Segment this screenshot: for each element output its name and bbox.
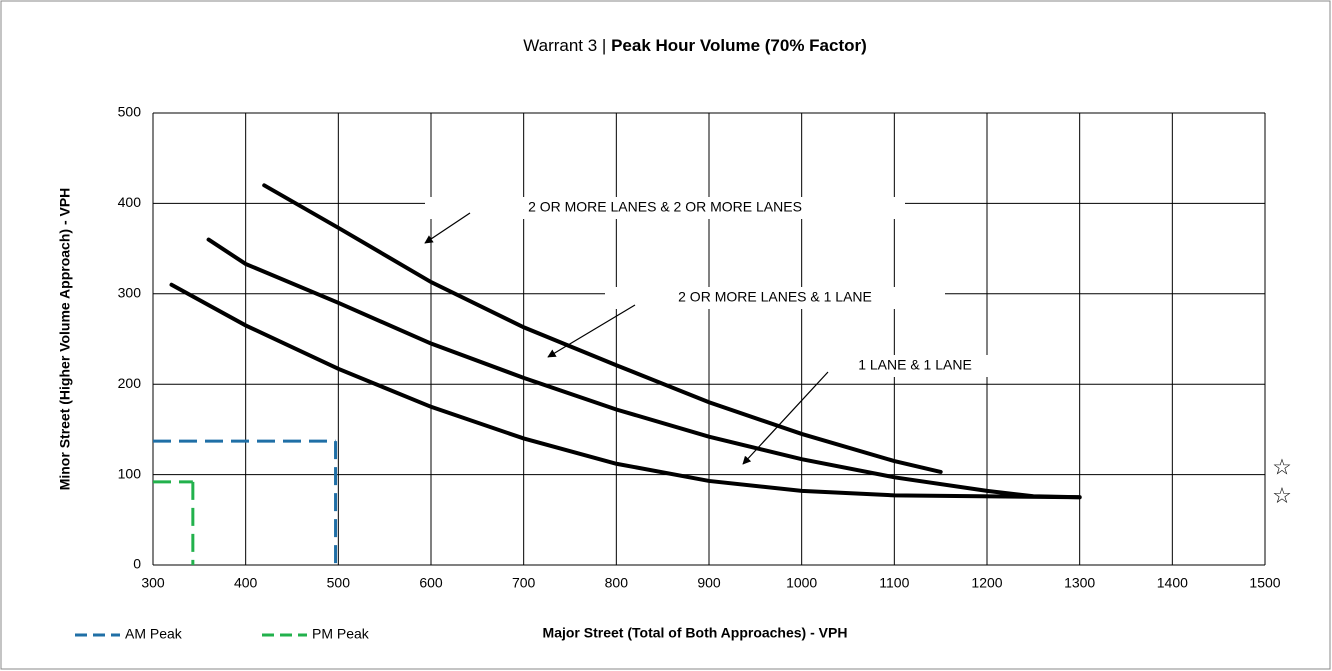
y-tick-label: 300 [118, 285, 142, 301]
annotation: 2 OR MORE LANES & 2 OR MORE LANES [528, 199, 802, 215]
x-tick-label: 1300 [1064, 575, 1095, 591]
marker: ☆ [1272, 455, 1292, 480]
annotation-arrow [547, 304, 636, 358]
x-tick-label: 300 [141, 575, 165, 591]
legend-label: AM Peak [125, 626, 183, 642]
curve [169, 282, 1082, 500]
x-tick-label: 1500 [1249, 575, 1280, 591]
x-tick-label: 1200 [971, 575, 1002, 591]
y-tick-label: 200 [118, 375, 142, 391]
title-main: Peak Hour Volume (70% Factor) [611, 36, 867, 55]
annotation: 2 OR MORE LANES & 1 LANE [678, 289, 872, 305]
x-tick-label: 1000 [786, 575, 817, 591]
x-tick-label: 1100 [879, 575, 909, 591]
y-tick-label: 0 [133, 556, 141, 572]
x-tick-label: 800 [605, 575, 629, 591]
x-tick-label: 1400 [1157, 575, 1188, 591]
x-tick-label: 400 [234, 575, 258, 591]
x-tick-label: 600 [419, 575, 443, 591]
curve [262, 183, 943, 474]
annotation-box [820, 355, 1010, 377]
legend-label: PM Peak [312, 626, 370, 642]
annotation-box [605, 287, 945, 309]
annotation: 1 LANE & 1 LANE [858, 357, 972, 373]
annotation-arrow [742, 371, 829, 465]
curve [206, 237, 1082, 500]
title-prefix: Warrant 3 | [523, 36, 606, 55]
marker: ☆ [1272, 484, 1292, 509]
y-tick-label: 500 [118, 104, 142, 120]
x-tick-label: 500 [327, 575, 351, 591]
x-axis-label: Major Street (Total of Both Approaches) … [543, 625, 848, 641]
y-axis-label: Minor Street (Higher Volume Approach) - … [57, 188, 73, 491]
x-tick-label: 700 [512, 575, 536, 591]
y-tick-label: 400 [118, 194, 142, 210]
y-tick-label: 100 [118, 465, 142, 481]
annotation-box [425, 197, 905, 219]
x-tick-label: 900 [697, 575, 721, 591]
annotation-arrow [424, 212, 471, 244]
chart-title: Warrant 3 | Peak Hour Volume (70% Factor… [523, 36, 867, 55]
